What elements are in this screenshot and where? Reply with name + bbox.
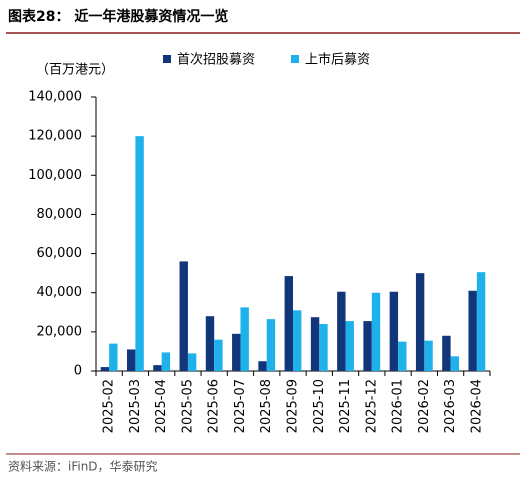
bar — [187, 353, 197, 371]
x-tick-label: 2025-07 — [233, 379, 248, 433]
bar — [232, 333, 241, 371]
bar — [240, 307, 249, 371]
y-tick-label: 20,000 — [37, 324, 83, 339]
bar — [214, 339, 223, 371]
bar — [363, 321, 372, 371]
x-tick-label: 2025-10 — [312, 379, 327, 433]
x-tick-label: 2025-02 — [102, 379, 117, 433]
y-tick-label: 100,000 — [28, 168, 82, 183]
bar — [442, 335, 451, 371]
x-tick-label: 2025-03 — [128, 379, 143, 433]
bar — [161, 352, 171, 371]
y-tick-label: 120,000 — [28, 129, 82, 144]
x-tick-label: 2026-01 — [391, 379, 406, 433]
bar — [468, 290, 477, 371]
x-tick-label: 2025-12 — [364, 379, 379, 433]
bar — [424, 340, 433, 371]
legend-swatch — [163, 55, 171, 63]
y-tick-label: 140,000 — [28, 90, 82, 105]
x-tick-label: 2026-03 — [443, 379, 458, 433]
y-tick-label: 80,000 — [37, 207, 83, 222]
bar — [205, 316, 215, 371]
bar — [450, 356, 460, 371]
x-tick-label: 2025-04 — [154, 379, 169, 433]
bar — [100, 367, 110, 371]
x-tick-label: 2026-02 — [417, 379, 432, 433]
bar — [345, 321, 354, 371]
bar — [310, 317, 320, 371]
x-tick-label: 2025-08 — [259, 379, 274, 433]
bar — [371, 292, 381, 371]
bar — [337, 291, 346, 371]
bar — [284, 276, 293, 371]
bar — [293, 310, 302, 371]
legend-swatch — [291, 55, 299, 63]
bar — [109, 343, 118, 371]
bar — [153, 365, 162, 371]
bar — [398, 341, 407, 371]
y-tick-label: 0 — [74, 364, 82, 379]
bar — [319, 324, 328, 371]
bar — [179, 261, 188, 371]
x-tick-label: 2025-11 — [338, 379, 353, 433]
unit-label: （百万港元） — [36, 63, 114, 78]
y-tick-label: 40,000 — [37, 285, 83, 300]
x-tick-label: 2026-04 — [469, 379, 484, 433]
bar — [126, 349, 136, 371]
x-tick-label: 2025-06 — [207, 379, 222, 433]
bar — [258, 361, 267, 371]
bar — [415, 273, 425, 371]
legend-label: 上市后募资 — [305, 52, 370, 68]
bar — [389, 291, 399, 371]
bar — [476, 272, 486, 371]
chart-title: 图表28： 近一年港股募资情况一览 — [8, 8, 228, 25]
y-tick-label: 60,000 — [37, 246, 83, 261]
bar — [135, 136, 144, 371]
bar — [266, 319, 276, 371]
x-tick-label: 2025-09 — [286, 379, 301, 433]
source: 资料来源：iFinD，华泰研究 — [8, 459, 158, 474]
legend-label: 首次招股募资 — [177, 52, 255, 68]
x-tick-label: 2025-05 — [180, 379, 195, 433]
